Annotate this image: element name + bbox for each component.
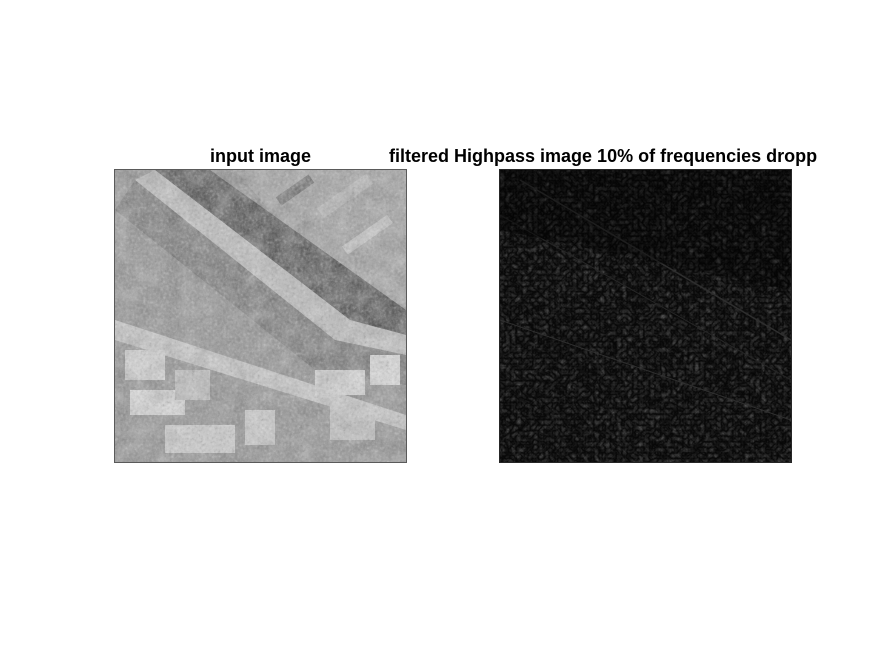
highpass-image-axes	[499, 169, 792, 463]
input-image	[115, 170, 406, 462]
highpass-image-title: filtered Highpass image 10% of frequenci…	[389, 146, 818, 166]
input-image-title: input image	[209, 146, 311, 166]
input-image-axes	[114, 169, 407, 463]
highpass-image	[500, 170, 791, 462]
